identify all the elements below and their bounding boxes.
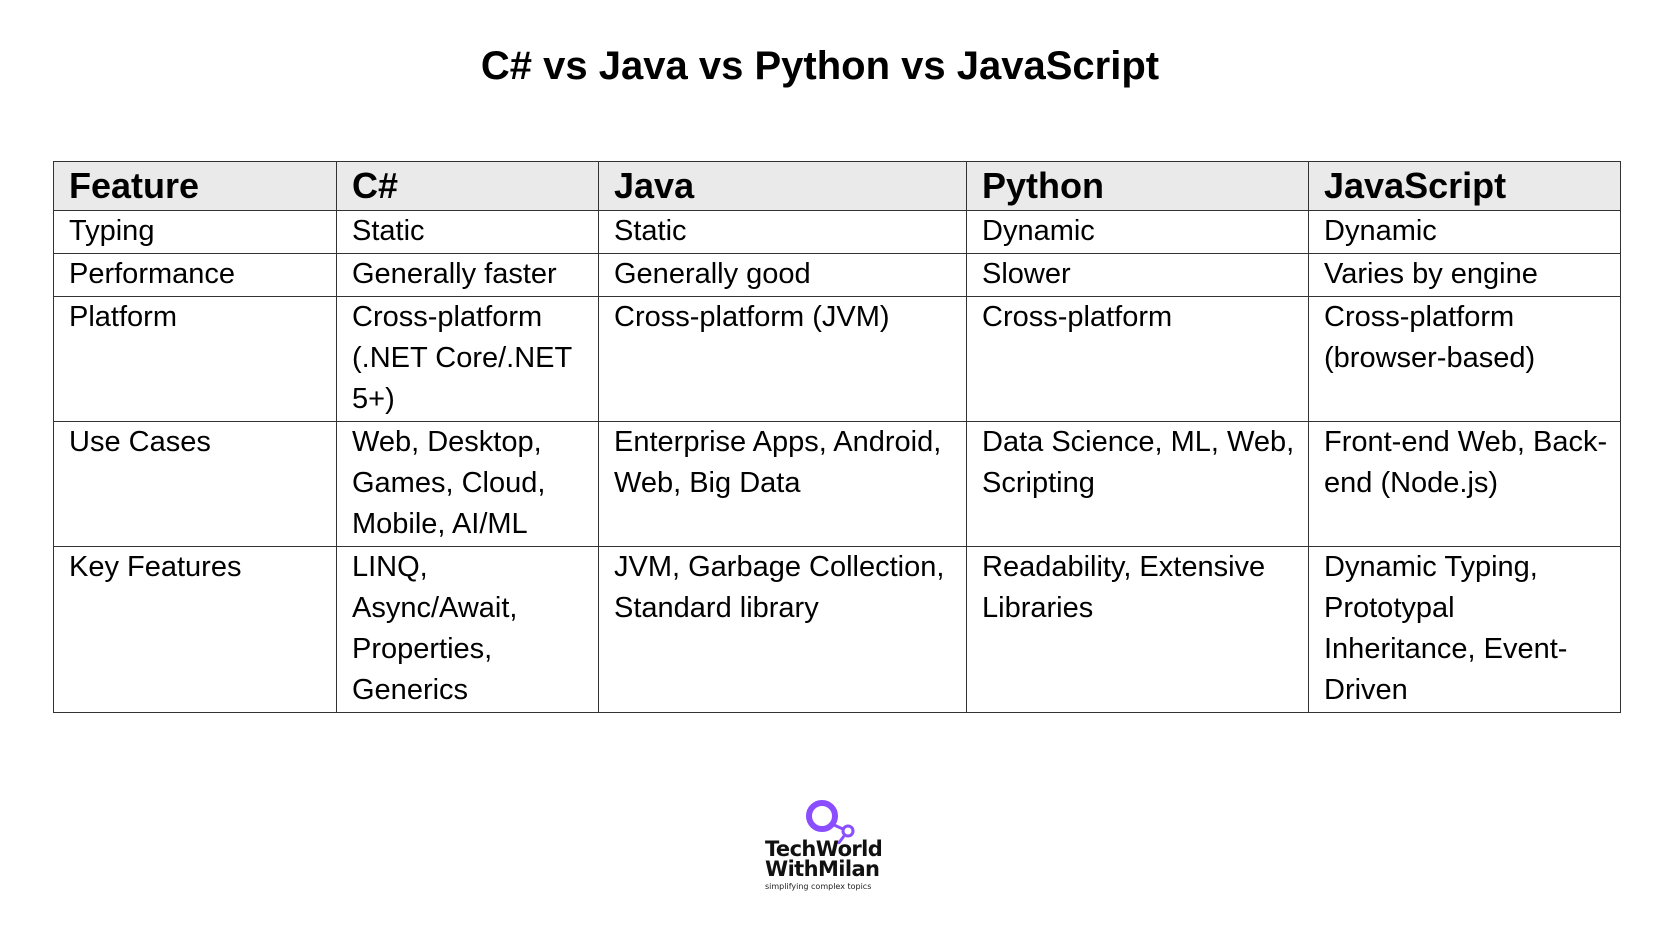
cell-java: Cross-platform (JVM)	[598, 296, 967, 422]
cell-csharp: Web, Desktop, Games, Cloud, Mobile, AI/M…	[336, 421, 599, 547]
cell-csharp: LINQ, Async/Await, Properties, Generics	[336, 546, 599, 713]
cell-java: Static	[598, 210, 967, 254]
cell-javascript: Front-end Web, Back-end (Node.js)	[1308, 421, 1621, 547]
network-nodes-icon	[806, 800, 855, 844]
cell-java: Enterprise Apps, Android, Web, Big Data	[598, 421, 967, 547]
logo-line-2: WithMilan	[765, 857, 880, 881]
page-title: C# vs Java vs Python vs JavaScript	[480, 44, 1160, 88]
table-row: Performance Generally faster Generally g…	[53, 253, 1621, 297]
cell-python: Cross-platform	[966, 296, 1309, 422]
row-label-key-features: Key Features	[53, 546, 337, 713]
cell-javascript: Dynamic Typing, Prototypal Inheritance, …	[1308, 546, 1621, 713]
table-header-row: Feature C# Java Python JavaScript	[53, 161, 1621, 211]
row-label-typing: Typing	[53, 210, 337, 254]
header-python: Python	[966, 161, 1309, 211]
header-csharp: C#	[336, 161, 599, 211]
logo-tagline: simplifying complex topics	[765, 882, 872, 891]
table-row: Platform Cross-platform (.NET Core/.NET …	[53, 296, 1621, 422]
row-label-performance: Performance	[53, 253, 337, 297]
brand-logo: TechWorld WithMilan simplifying complex …	[755, 798, 895, 894]
cell-java: Generally good	[598, 253, 967, 297]
cell-csharp: Cross-platform (.NET Core/.NET 5+)	[336, 296, 599, 422]
comparison-table: Feature C# Java Python JavaScript Typing…	[53, 161, 1621, 713]
table-row: Typing Static Static Dynamic Dynamic	[53, 210, 1621, 254]
cell-java: JVM, Garbage Collection, Standard librar…	[598, 546, 967, 713]
cell-javascript: Varies by engine	[1308, 253, 1621, 297]
cell-csharp: Static	[336, 210, 599, 254]
cell-python: Data Science, ML, Web, Scripting	[966, 421, 1309, 547]
row-label-platform: Platform	[53, 296, 337, 422]
cell-javascript: Cross-platform (browser-based)	[1308, 296, 1621, 422]
header-feature: Feature	[53, 161, 337, 211]
logo-line-1: TechWorld	[765, 837, 883, 861]
row-label-use-cases: Use Cases	[53, 421, 337, 547]
table-row: Use Cases Web, Desktop, Games, Cloud, Mo…	[53, 421, 1621, 547]
cell-python: Readability, Extensive Libraries	[966, 546, 1309, 713]
table-row: Key Features LINQ, Async/Await, Properti…	[53, 546, 1621, 713]
cell-csharp: Generally faster	[336, 253, 599, 297]
header-java: Java	[598, 161, 967, 211]
header-javascript: JavaScript	[1308, 161, 1621, 211]
cell-python: Slower	[966, 253, 1309, 297]
cell-javascript: Dynamic	[1308, 210, 1621, 254]
cell-python: Dynamic	[966, 210, 1309, 254]
